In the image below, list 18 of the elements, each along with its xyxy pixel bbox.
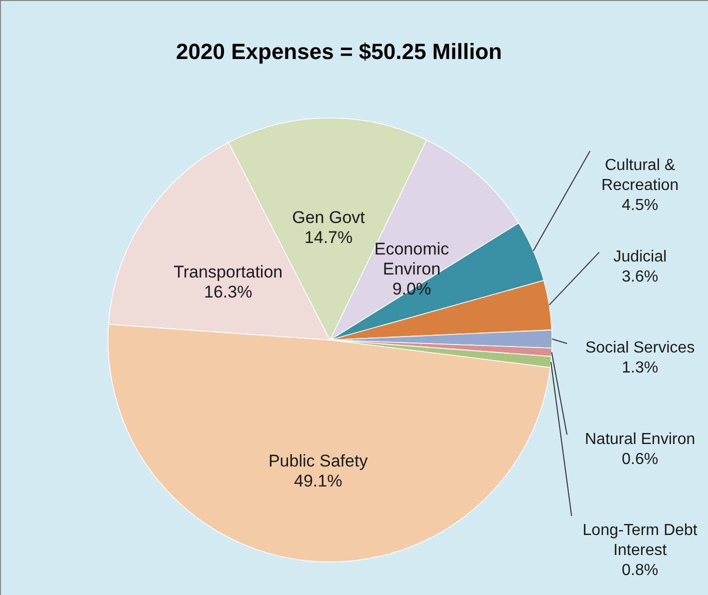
data-label: 16.3% [204,282,252,302]
slice-label: Social Services [585,340,695,356]
slice-label: Natural Environ [584,430,696,448]
chart-title: 2020 Expenses = $50.25 Million [176,39,502,64]
data-label: 3.6% [622,268,658,286]
data-label: 4.5% [622,197,658,214]
slice-label: Cultural & Recreation [601,157,679,194]
slice-label: Public Safety [268,452,368,471]
data-label: 49.1% [294,472,342,491]
slice-label: Gen Govt [292,208,366,227]
slice-label: Judicial [613,248,667,266]
data-label: 1.3% [622,360,658,376]
data-label: 0.8% [622,562,658,579]
slice-label: Long-Term Debt Interest [582,522,698,559]
slice-label: Transportation [174,262,283,282]
data-label: 14.7% [304,228,353,247]
data-label: 0.6% [622,450,658,468]
slice-label: Economic Environ [374,239,450,278]
